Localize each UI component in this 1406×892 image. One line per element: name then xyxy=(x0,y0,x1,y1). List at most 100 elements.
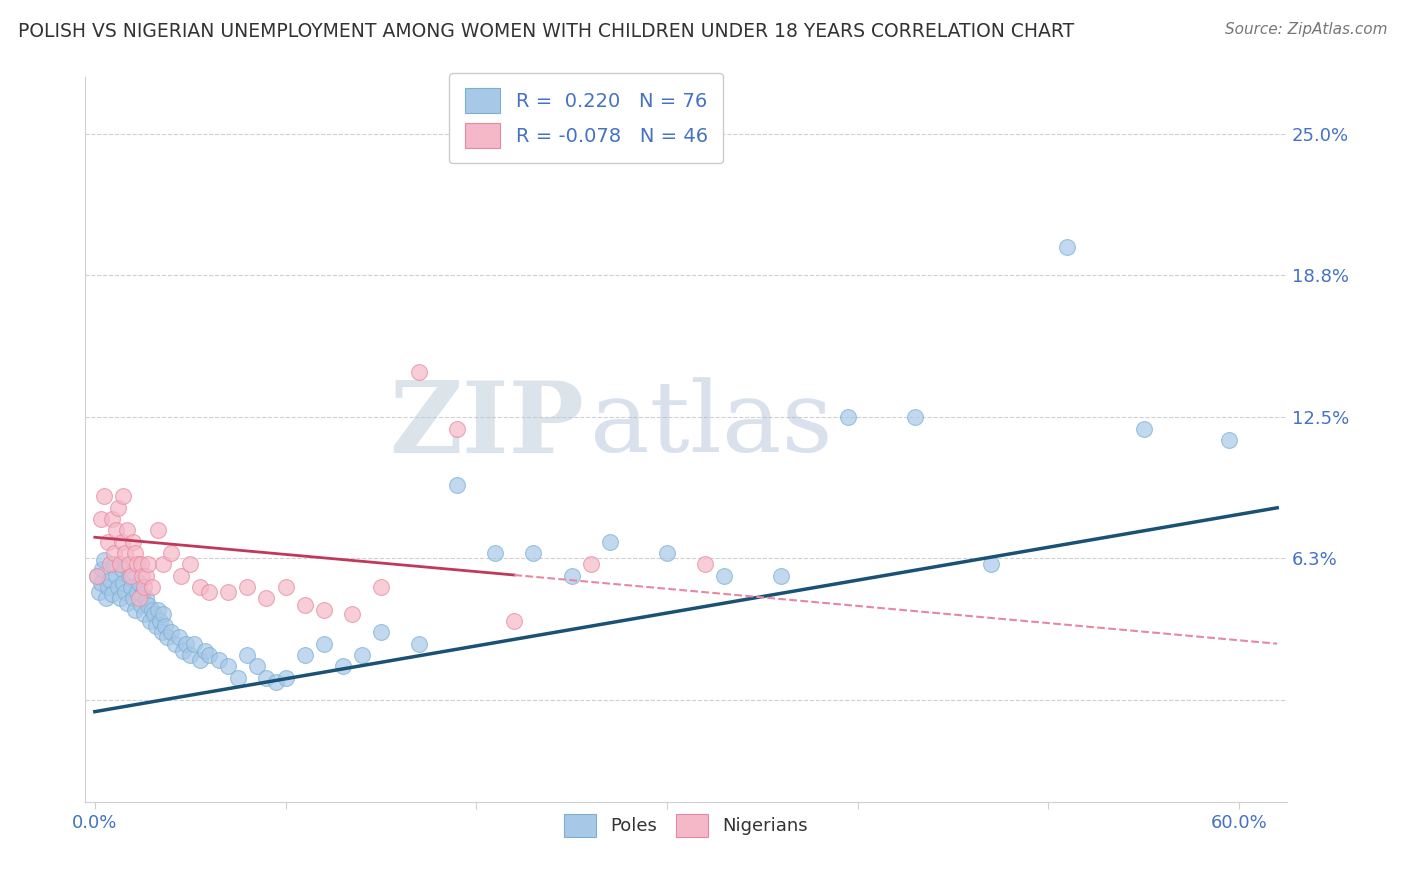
Point xyxy=(176,637,198,651)
Point xyxy=(217,659,239,673)
Point xyxy=(142,607,165,622)
Point xyxy=(160,546,183,560)
Point xyxy=(97,534,120,549)
Point xyxy=(837,410,859,425)
Point xyxy=(198,648,221,662)
Point xyxy=(103,546,125,560)
Point xyxy=(446,478,468,492)
Point xyxy=(246,659,269,673)
Point xyxy=(93,553,115,567)
Point xyxy=(125,584,148,599)
Point xyxy=(408,365,430,379)
Point xyxy=(139,614,162,628)
Point xyxy=(103,558,125,572)
Point xyxy=(226,671,249,685)
Point xyxy=(110,562,132,576)
Point xyxy=(120,568,142,582)
Point xyxy=(274,580,297,594)
Point xyxy=(104,568,127,582)
Point xyxy=(86,568,108,582)
Point xyxy=(136,598,159,612)
Point xyxy=(122,591,145,606)
Point xyxy=(256,671,278,685)
Point xyxy=(294,598,316,612)
Point xyxy=(350,648,373,662)
Point xyxy=(131,587,153,601)
Point xyxy=(90,575,112,590)
Point xyxy=(160,625,183,640)
Point xyxy=(503,614,526,628)
Point xyxy=(108,591,131,606)
Point xyxy=(236,648,259,662)
Point xyxy=(484,546,506,560)
Point xyxy=(256,591,278,606)
Point xyxy=(408,637,430,651)
Point xyxy=(150,625,173,640)
Point xyxy=(155,618,177,632)
Point xyxy=(122,534,145,549)
Point xyxy=(770,568,793,582)
Point xyxy=(146,524,169,538)
Point xyxy=(264,675,287,690)
Point xyxy=(108,558,131,572)
Point xyxy=(112,490,135,504)
Point xyxy=(128,591,150,606)
Point xyxy=(188,580,211,594)
Point xyxy=(713,568,735,582)
Point xyxy=(179,558,201,572)
Point xyxy=(561,568,583,582)
Point xyxy=(104,524,127,538)
Point xyxy=(904,410,927,425)
Point xyxy=(156,630,179,644)
Point xyxy=(114,584,136,599)
Point xyxy=(198,584,221,599)
Point xyxy=(370,580,392,594)
Point xyxy=(294,648,316,662)
Point xyxy=(217,584,239,599)
Point xyxy=(129,558,152,572)
Text: Source: ZipAtlas.com: Source: ZipAtlas.com xyxy=(1225,22,1388,37)
Text: ZIP: ZIP xyxy=(389,376,583,474)
Point xyxy=(112,575,135,590)
Point xyxy=(93,490,115,504)
Point xyxy=(118,568,141,582)
Point xyxy=(118,558,141,572)
Point xyxy=(169,568,191,582)
Point xyxy=(163,637,186,651)
Point xyxy=(179,648,201,662)
Point xyxy=(579,558,602,572)
Point xyxy=(135,591,157,606)
Point xyxy=(136,558,159,572)
Point xyxy=(96,591,118,606)
Text: POLISH VS NIGERIAN UNEMPLOYMENT AMONG WOMEN WITH CHILDREN UNDER 18 YEARS CORRELA: POLISH VS NIGERIAN UNEMPLOYMENT AMONG WO… xyxy=(18,22,1074,41)
Point xyxy=(97,580,120,594)
Point xyxy=(91,562,114,576)
Point xyxy=(152,607,174,622)
Point xyxy=(128,575,150,590)
Point xyxy=(188,652,211,666)
Point xyxy=(120,580,142,594)
Point xyxy=(131,568,153,582)
Point xyxy=(522,546,544,560)
Point xyxy=(693,558,716,572)
Point xyxy=(115,524,138,538)
Point xyxy=(194,643,217,657)
Point xyxy=(107,580,129,594)
Point xyxy=(183,637,205,651)
Point xyxy=(134,580,156,594)
Point xyxy=(107,500,129,515)
Point xyxy=(125,558,148,572)
Point xyxy=(135,568,157,582)
Point xyxy=(101,587,124,601)
Point xyxy=(312,637,335,651)
Point xyxy=(342,607,364,622)
Point xyxy=(134,607,156,622)
Point xyxy=(446,421,468,435)
Point xyxy=(332,659,354,673)
Point xyxy=(312,603,335,617)
Point xyxy=(236,580,259,594)
Point xyxy=(145,618,167,632)
Text: atlas: atlas xyxy=(591,377,832,474)
Point xyxy=(110,534,132,549)
Point xyxy=(124,603,146,617)
